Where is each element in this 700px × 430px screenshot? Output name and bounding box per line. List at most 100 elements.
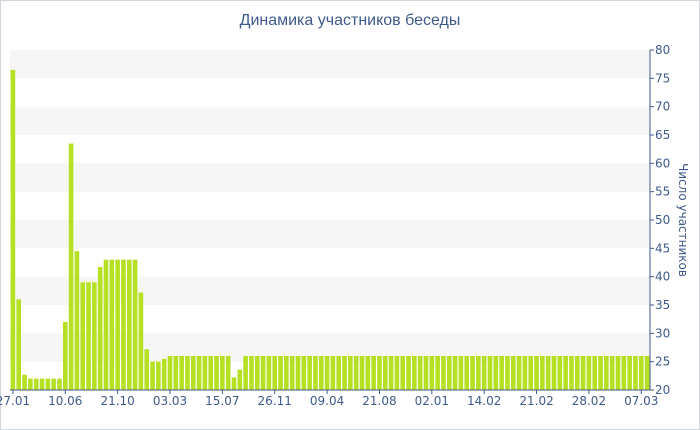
bar <box>121 259 126 390</box>
y-tick-label: 40 <box>655 270 670 284</box>
bar <box>225 356 231 390</box>
bar <box>633 356 638 390</box>
bar <box>138 292 144 390</box>
bar <box>470 356 475 390</box>
bar <box>621 356 627 390</box>
bar <box>295 356 301 390</box>
bar <box>406 356 411 390</box>
bar <box>627 356 632 390</box>
bar <box>534 356 539 390</box>
bar <box>97 267 103 390</box>
bar <box>214 356 219 390</box>
bar <box>220 356 225 390</box>
bar <box>284 356 289 390</box>
bar <box>28 378 33 390</box>
y-axis: 20 25 30 35 40 45 50 55 60 65 70 75 80 <box>649 43 670 397</box>
bar <box>260 356 266 390</box>
bar <box>10 69 16 390</box>
bar <box>592 356 598 390</box>
bar <box>365 356 371 390</box>
x-tick-label: 21.10 <box>100 394 134 408</box>
bar <box>359 356 365 390</box>
bar <box>458 356 464 390</box>
bar <box>505 356 510 390</box>
bar <box>551 356 557 390</box>
y-tick-label: 55 <box>655 185 670 199</box>
bar <box>161 358 167 390</box>
bar <box>441 356 446 390</box>
bar <box>231 377 237 390</box>
bar <box>569 356 574 390</box>
bar <box>307 356 312 390</box>
bar <box>150 361 155 390</box>
bar <box>400 356 406 390</box>
bar <box>493 356 499 390</box>
x-tick-label: 21.08 <box>362 394 396 408</box>
bar <box>336 356 342 390</box>
x-tick-label: 07.03 <box>624 394 658 408</box>
bar <box>57 378 62 390</box>
bar <box>45 378 51 390</box>
bar <box>272 356 278 390</box>
bar <box>377 356 382 390</box>
bar <box>353 356 359 390</box>
bar <box>185 356 190 390</box>
bar <box>499 356 504 390</box>
y-tick-label: 35 <box>655 298 670 312</box>
bar <box>638 356 644 390</box>
y-tick-label: 65 <box>655 128 670 142</box>
bar <box>371 356 376 390</box>
bar <box>604 356 609 390</box>
bar <box>51 378 56 390</box>
bar <box>540 356 545 390</box>
bar <box>167 356 173 390</box>
y-tick-label: 30 <box>655 326 670 340</box>
bar <box>563 356 568 390</box>
bar <box>202 356 208 390</box>
x-axis: 27.01 10.06 21.10 03.03 15.07 26.11 09.04 21.08… <box>0 389 658 408</box>
bar <box>545 356 551 390</box>
bar <box>586 356 592 390</box>
x-tick-label: 10.06 <box>48 394 82 408</box>
bar <box>423 356 429 390</box>
bar <box>388 356 394 390</box>
bar <box>132 259 138 390</box>
bar <box>644 356 650 390</box>
bar <box>39 378 45 390</box>
bar <box>574 356 580 390</box>
x-tick-label: 21.02 <box>519 394 553 408</box>
bar <box>126 259 132 390</box>
bar <box>435 356 440 390</box>
bar <box>301 356 307 390</box>
bar <box>476 356 481 390</box>
bar <box>318 356 324 390</box>
x-tick-label: 14.02 <box>467 394 501 408</box>
x-tick-label: 28.02 <box>572 394 606 408</box>
bar <box>249 356 254 390</box>
bar <box>237 369 243 390</box>
grid-band <box>10 106 650 135</box>
bar <box>278 356 283 390</box>
bar <box>313 356 318 390</box>
bar <box>557 356 563 390</box>
bar <box>33 378 39 390</box>
bar <box>348 356 353 390</box>
bar <box>196 356 202 390</box>
bar <box>144 349 150 390</box>
bar <box>68 143 74 390</box>
bar <box>208 356 214 390</box>
bar <box>598 356 603 390</box>
y-tick-label: 75 <box>655 71 670 85</box>
y-tick-label: 60 <box>655 156 670 170</box>
grid-band <box>10 220 650 249</box>
y-tick-label: 25 <box>655 355 670 369</box>
bar <box>109 259 115 390</box>
bar <box>609 356 615 390</box>
bar <box>80 282 86 390</box>
background-bands <box>10 50 650 362</box>
chart-title: Динамика участников беседы <box>239 12 461 29</box>
bar <box>417 356 423 390</box>
bar <box>289 356 295 390</box>
bar <box>487 356 493 390</box>
